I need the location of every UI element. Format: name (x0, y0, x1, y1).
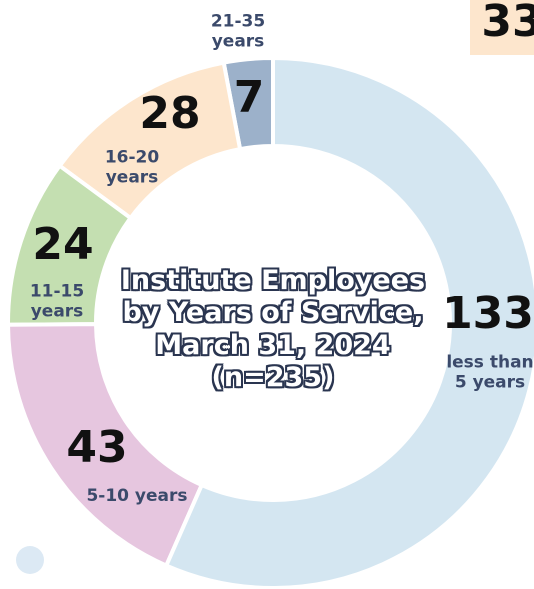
chart-title: Institute Employees by Years of Service,… (120, 265, 426, 361)
decoration (16, 546, 44, 574)
annotation: 33 (481, 0, 534, 47)
chart-subtitle: (n=235) (211, 362, 335, 394)
category-label: 21-35 years (210, 11, 266, 52)
value-label: 28 (139, 88, 201, 139)
value-label: 24 (32, 219, 94, 270)
slice (56, 60, 243, 221)
category-label: 16-20 years (104, 147, 160, 188)
value-label: 7 (233, 72, 265, 123)
side-box (470, 0, 534, 55)
slice (6, 163, 134, 327)
slice (163, 55, 534, 589)
slice (5, 322, 205, 569)
value-label: 133 (442, 288, 534, 339)
value-label: 43 (66, 422, 128, 473)
category-label: 11-15 years (29, 281, 85, 322)
chart-title-block: Institute Employees by Years of Service,… (118, 265, 428, 395)
category-label: less than 5 years (446, 352, 534, 393)
category-label: 5-10 years (86, 485, 188, 506)
